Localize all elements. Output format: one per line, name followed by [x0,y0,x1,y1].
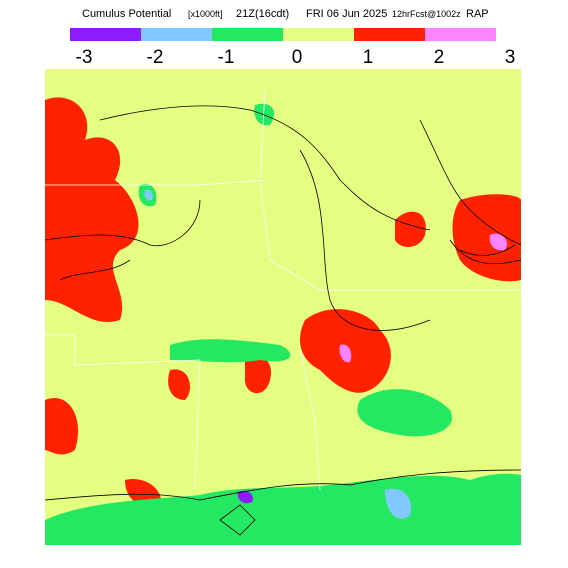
colorbar-label: -2 [147,47,164,68]
colorbar: -3 -2 -1 0 1 2 3 [70,28,515,68]
colorbar-label: 1 [363,47,374,68]
map [44,69,522,545]
color-swatch [70,28,141,41]
date: FRI 06 Jun 2025 [306,8,387,20]
contours [44,105,522,536]
forecast: 12hrFcst@1002z [392,9,461,19]
colorbar-label: 0 [292,47,303,68]
pink-areas [339,233,508,363]
title: Cumulus Potential [82,8,171,20]
colorbar-label: 2 [434,47,445,68]
red-areas [45,97,521,507]
model: RAP [466,8,489,20]
header: Cumulus Potential [x1000ft] 21Z(16cdt) F… [82,8,489,20]
color-swatch [425,28,496,41]
state-borders [45,89,521,491]
color-swatch [141,28,212,41]
color-swatch [283,28,354,41]
blue-areas [144,189,411,519]
valid-time: 21Z(16cdt) [236,8,289,20]
map-background [45,69,521,545]
color-swatch [212,28,283,41]
units: [x1000ft] [188,9,223,19]
color-swatch [354,28,425,41]
colorbar-label: -1 [218,47,235,68]
colorbar-label: 3 [505,47,516,68]
purple-areas [237,490,253,504]
colorbar-label: -3 [76,47,93,68]
